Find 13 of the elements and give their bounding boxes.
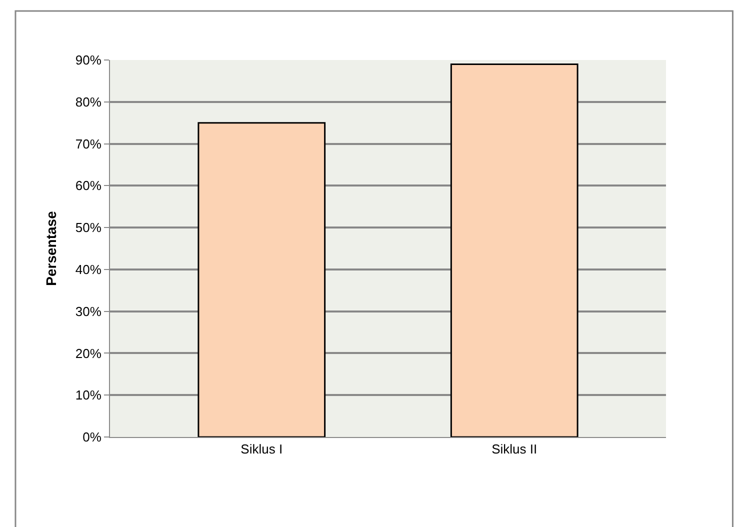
y-tick-label: 90% [75, 52, 102, 68]
y-tick-label: 80% [75, 94, 102, 110]
y-tick-label: 30% [75, 304, 102, 319]
x-tick-label: Siklus II [492, 442, 538, 457]
y-tick-label: 0% [82, 430, 102, 445]
y-axis-title: Persentase [42, 210, 59, 286]
y-tick-label: 60% [75, 178, 102, 194]
y-tick-label: 10% [75, 388, 102, 403]
y-tick-label: 20% [75, 346, 102, 361]
y-tick-label: 70% [75, 136, 102, 152]
y-tick-label: 40% [75, 262, 102, 277]
y-tick-label: 50% [75, 220, 102, 236]
x-tick-label: Siklus I [240, 442, 283, 457]
